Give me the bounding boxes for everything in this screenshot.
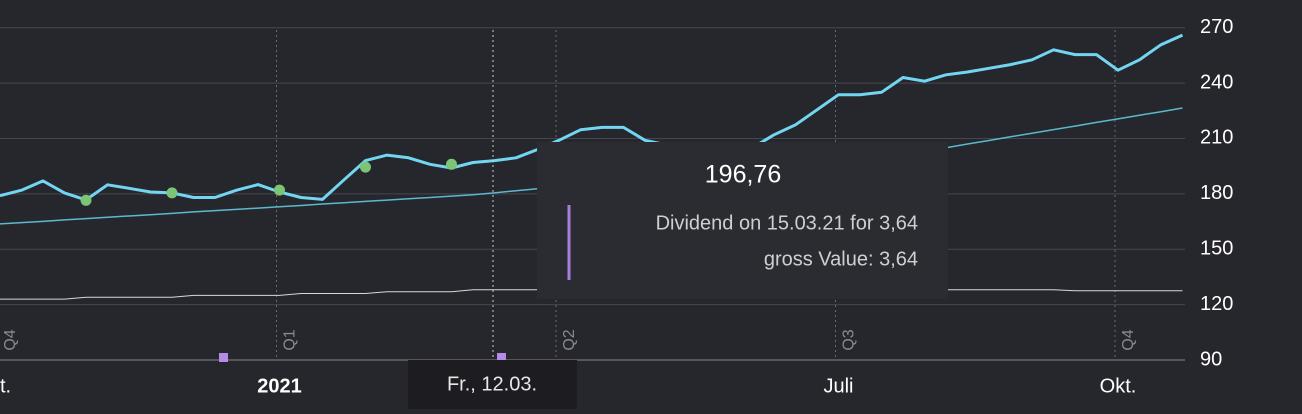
- event-marker: [497, 353, 506, 362]
- x-tick-label: t.: [0, 375, 11, 397]
- crosshair-box: [408, 360, 577, 409]
- tooltip-box: [537, 142, 948, 299]
- tooltip-line: gross Value: 3,64: [764, 248, 918, 270]
- quarter-label: Q2: [561, 329, 578, 350]
- quarter-label: Q4: [1120, 329, 1137, 350]
- x-tick-label: 2021: [257, 375, 302, 397]
- quarter-label: Q3: [841, 329, 858, 350]
- crosshair-label: Fr., 12.03.: [447, 373, 537, 395]
- y-tick-label: 180: [1200, 182, 1233, 204]
- dividend-point: [80, 194, 92, 206]
- quarter-label: Q1: [282, 329, 299, 350]
- x-tick-label: Juli: [823, 375, 853, 397]
- dividend-point: [360, 161, 371, 173]
- y-tick-label: 270: [1200, 16, 1233, 38]
- y-tick-label: 240: [1200, 71, 1233, 93]
- y-tick-label: 150: [1200, 238, 1233, 260]
- dividend-point: [166, 187, 178, 199]
- y-tick-label: 90: [1200, 348, 1222, 370]
- y-tick-label: 120: [1200, 293, 1233, 315]
- dividend-point: [446, 158, 457, 170]
- tooltip: 196,76 Dividend on 15.03.21 for 3,64 gro…: [537, 142, 948, 299]
- x-tick-label: Okt.: [1100, 375, 1137, 397]
- series-line: [0, 33, 1184, 202]
- dividend-point: [274, 184, 285, 196]
- tooltip-value: 196,76: [705, 161, 781, 189]
- event-marker: [219, 353, 228, 362]
- tooltip-line: Dividend on 15.03.21 for 3,64: [656, 212, 918, 234]
- y-tick-label: 210: [1200, 127, 1233, 149]
- quarter-label: Q4: [2, 329, 19, 350]
